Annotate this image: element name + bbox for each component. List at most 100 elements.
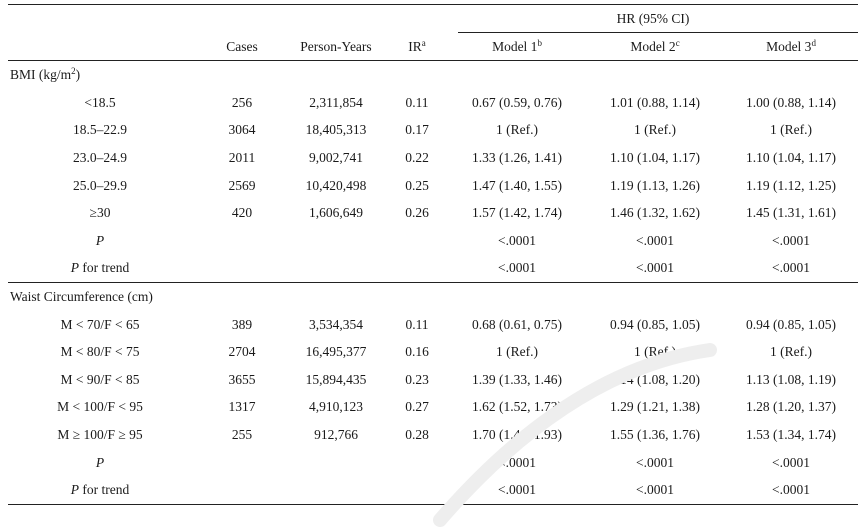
bmi-p-row: P <.0001 <.0001 <.0001 bbox=[8, 227, 858, 255]
cell-model3: 1.45 (1.31, 1.61) bbox=[746, 205, 836, 221]
table-row: M ≥ 100/F ≥ 95 255 912,766 0.28 1.70 (1.49, … bbox=[8, 421, 858, 449]
cell-model1: 1.47 (1.40, 1.55) bbox=[472, 177, 562, 193]
bmi-rows: <18.5 256 2,311,854 0.11 0.67 (0.59, 0.76) 1.… bbox=[8, 89, 858, 227]
cell-ir: 0.16 bbox=[405, 344, 429, 360]
cell-model2: 1.46 (1.32, 1.62) bbox=[610, 205, 700, 221]
table-row: 23.0–24.9 2011 9,002,741 0.22 1.33 (1.26, 1.… bbox=[8, 144, 858, 172]
cell-model1: 0.67 (0.59, 0.76) bbox=[472, 94, 562, 110]
cell-cases: 3655 bbox=[228, 371, 256, 387]
cell-cases: 2011 bbox=[228, 149, 256, 165]
cell-person-years: 15,894,435 bbox=[305, 371, 367, 387]
cell-cases: 1317 bbox=[228, 399, 256, 415]
row-label: M < 100/F < 95 bbox=[57, 399, 143, 415]
cell-cases: 420 bbox=[231, 205, 253, 221]
trend-model2: <.0001 bbox=[636, 260, 674, 276]
row-label: 18.5–22.9 bbox=[73, 122, 127, 138]
table-row: M < 80/F < 75 2704 16,495,377 0.16 1 (Ref.) 1… bbox=[8, 338, 858, 366]
p-model3: <.0001 bbox=[772, 454, 810, 470]
p-model3: <.0001 bbox=[772, 232, 810, 248]
cell-model2: 1.14 (1.08, 1.20) bbox=[610, 371, 700, 387]
waist-rows: M < 70/F < 65 389 3,534,354 0.11 0.68 (0.61,… bbox=[8, 311, 858, 449]
cell-ir: 0.17 bbox=[405, 122, 429, 138]
row-label: M ≥ 100/F ≥ 95 bbox=[57, 426, 143, 442]
row-label: <18.5 bbox=[84, 94, 116, 110]
p-trend-label: P for trend bbox=[8, 476, 198, 505]
trend-model1: <.0001 bbox=[498, 260, 536, 276]
bmi-trend-row: P for trend <.0001 <.0001 <.0001 bbox=[8, 254, 858, 282]
cell-model1: 1 (Ref.) bbox=[496, 344, 538, 360]
cell-model3: 1.53 (1.34, 1.74) bbox=[746, 426, 836, 442]
cell-model1: 1 (Ref.) bbox=[496, 122, 538, 138]
hr-group-header: HR (95% CI) bbox=[448, 3, 858, 33]
cell-ir: 0.22 bbox=[405, 149, 429, 165]
cell-ir: 0.11 bbox=[405, 94, 429, 110]
row-label: 25.0–29.9 bbox=[73, 177, 127, 193]
cell-ir: 0.25 bbox=[405, 177, 429, 193]
p-trend-label: P for trend bbox=[70, 260, 130, 276]
col-header-person-years: Person-Years bbox=[286, 32, 386, 62]
row-label: 23.0–24.9 bbox=[73, 149, 127, 165]
cell-person-years: 18,405,313 bbox=[305, 122, 367, 138]
cell-model3: 1 (Ref.) bbox=[770, 344, 812, 360]
p-label: P bbox=[95, 454, 105, 470]
cell-model2: 1 (Ref.) bbox=[634, 122, 676, 138]
row-label: M < 70/F < 65 bbox=[60, 316, 140, 332]
table-row: 25.0–29.9 2569 10,420,498 0.25 1.47 (1.40, 1… bbox=[8, 172, 858, 200]
cell-ir: 0.27 bbox=[405, 399, 429, 415]
cell-ir: 0.11 bbox=[405, 316, 429, 332]
col-header-cases: Cases bbox=[198, 32, 286, 62]
p-model2: <.0001 bbox=[636, 454, 674, 470]
waist-p-row: P <.0001 <.0001 <.0001 bbox=[8, 449, 858, 477]
cell-model3: 1.00 (0.88, 1.14) bbox=[746, 94, 836, 110]
cell-model1: 1.62 (1.52, 1.73) bbox=[472, 399, 562, 415]
cell-model1: 0.68 (0.61, 0.75) bbox=[472, 316, 562, 332]
cell-model3: 1 (Ref.) bbox=[770, 122, 812, 138]
cell-model1: 1.57 (1.42, 1.74) bbox=[472, 205, 562, 221]
cell-person-years: 16,495,377 bbox=[305, 344, 367, 360]
cell-person-years: 4,910,123 bbox=[309, 399, 363, 415]
cell-model2: 1.19 (1.13, 1.26) bbox=[610, 177, 700, 193]
row-label: M < 90/F < 85 bbox=[60, 371, 140, 387]
cell-model1: 1.33 (1.26, 1.41) bbox=[472, 149, 562, 165]
trend-model3: <.0001 bbox=[724, 476, 858, 505]
cell-ir: 0.23 bbox=[405, 371, 429, 387]
col-header-model1: Model 1b bbox=[448, 32, 586, 62]
section-bmi: BMI (kg/m2) bbox=[8, 61, 858, 89]
cell-person-years: 10,420,498 bbox=[305, 177, 367, 193]
cell-model3: 1.28 (1.20, 1.37) bbox=[746, 399, 836, 415]
table-row: M < 90/F < 85 3655 15,894,435 0.23 1.39 (1.3… bbox=[8, 366, 858, 394]
col-header-ir: IRa bbox=[386, 32, 448, 62]
cell-person-years: 9,002,741 bbox=[309, 149, 363, 165]
cell-cases: 2704 bbox=[228, 344, 256, 360]
cell-model2: 1.55 (1.36, 1.76) bbox=[610, 426, 700, 442]
cell-model3: 1.13 (1.08, 1.19) bbox=[746, 371, 836, 387]
header-row: Cases Person-Years IRa Model 1b Model 2c… bbox=[8, 32, 858, 62]
cell-person-years: 912,766 bbox=[314, 426, 358, 442]
cell-model2: 0.94 (0.85, 1.05) bbox=[610, 316, 700, 332]
table-row: M < 100/F < 95 1317 4,910,123 0.27 1.62 (1.5… bbox=[8, 393, 858, 421]
hr-group-rule bbox=[458, 31, 858, 33]
table-row: 18.5–22.9 3064 18,405,313 0.17 1 (Ref.) 1 (Re… bbox=[8, 116, 858, 144]
hr-group-label: HR (95% CI) bbox=[616, 11, 690, 26]
p-label: P bbox=[95, 232, 105, 248]
cell-model3: 1.19 (1.12, 1.25) bbox=[746, 177, 836, 193]
cell-model3: 0.94 (0.85, 1.05) bbox=[746, 316, 836, 332]
cell-model2: 1.29 (1.21, 1.38) bbox=[610, 399, 700, 415]
cell-cases: 255 bbox=[231, 426, 253, 442]
cell-ir: 0.28 bbox=[405, 426, 429, 442]
cell-person-years: 1,606,649 bbox=[309, 205, 363, 221]
trend-model2: <.0001 bbox=[586, 476, 724, 505]
cell-model2: 1 (Ref.) bbox=[634, 344, 676, 360]
col-header-model3: Model 3d bbox=[724, 32, 858, 62]
cell-cases: 2569 bbox=[228, 177, 256, 193]
p-model1: <.0001 bbox=[498, 454, 536, 470]
cell-person-years: 2,311,854 bbox=[309, 94, 363, 110]
p-model2: <.0001 bbox=[636, 232, 674, 248]
trend-model3: <.0001 bbox=[772, 260, 810, 276]
col-header-model2: Model 2c bbox=[586, 32, 724, 62]
cell-model2: 1.01 (0.88, 1.14) bbox=[610, 94, 700, 110]
section-title-waist: Waist Circumference (cm) bbox=[8, 281, 858, 311]
cell-person-years: 3,534,354 bbox=[309, 316, 363, 332]
table-row: ≥30 420 1,606,649 0.26 1.57 (1.42, 1.74) 1.46… bbox=[8, 199, 858, 227]
waist-trend-row: P for trend <.0001 <.0001 <.0001 bbox=[8, 476, 858, 505]
